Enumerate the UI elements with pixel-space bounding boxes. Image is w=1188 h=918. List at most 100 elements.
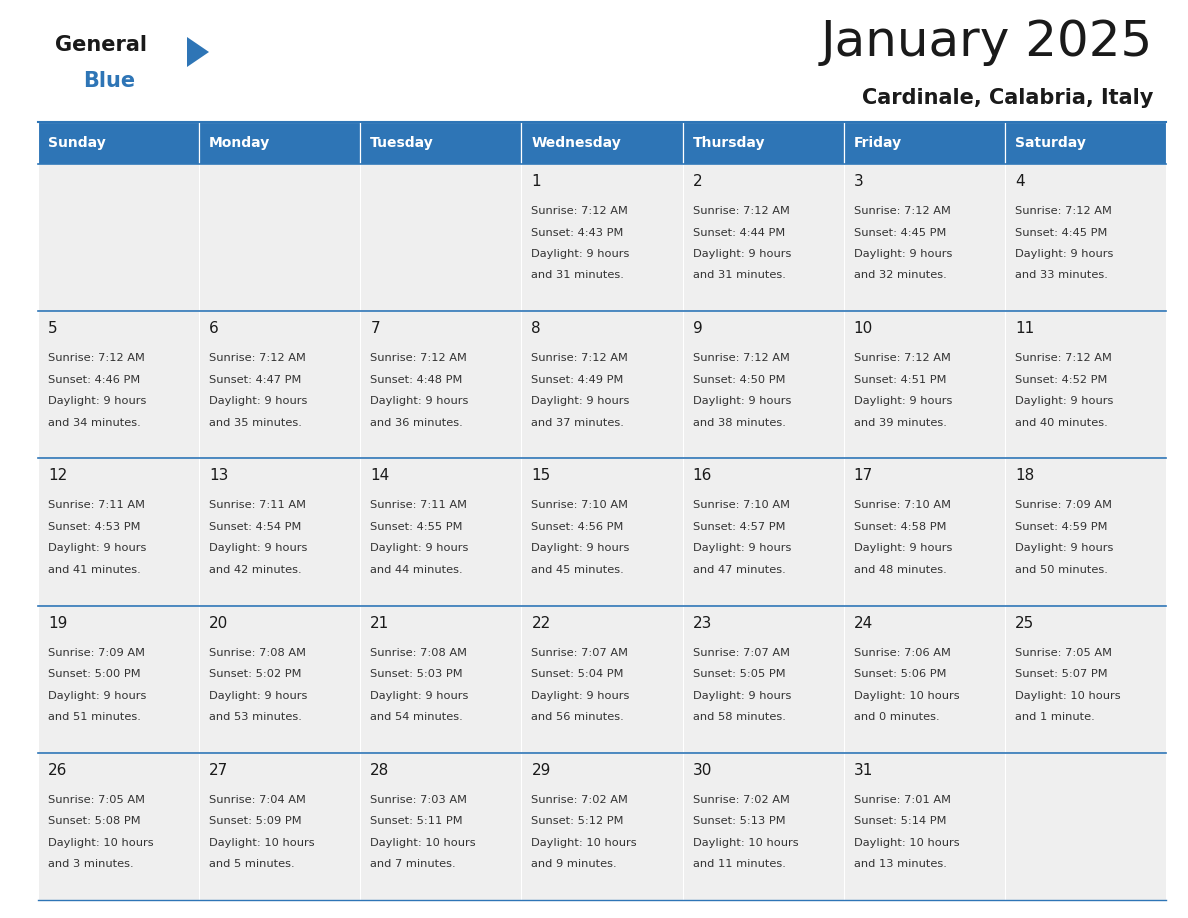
Text: Sunset: 4:56 PM: Sunset: 4:56 PM xyxy=(531,522,624,532)
Bar xyxy=(200,122,360,164)
Text: and 3 minutes.: and 3 minutes. xyxy=(48,859,133,869)
Text: and 13 minutes.: and 13 minutes. xyxy=(854,859,947,869)
Text: 23: 23 xyxy=(693,616,712,631)
Text: 4: 4 xyxy=(1015,174,1024,189)
Text: Sunset: 4:45 PM: Sunset: 4:45 PM xyxy=(1015,228,1107,238)
Bar xyxy=(843,122,1005,164)
Text: Daylight: 9 hours: Daylight: 9 hours xyxy=(854,249,952,259)
Bar xyxy=(360,311,522,458)
Text: Sunrise: 7:09 AM: Sunrise: 7:09 AM xyxy=(48,647,145,657)
Text: Sunrise: 7:08 AM: Sunrise: 7:08 AM xyxy=(209,647,307,657)
Bar xyxy=(522,311,683,458)
Text: January 2025: January 2025 xyxy=(821,18,1154,66)
Text: Sunrise: 7:12 AM: Sunrise: 7:12 AM xyxy=(531,206,628,216)
Text: 14: 14 xyxy=(371,468,390,484)
Bar xyxy=(843,311,1005,458)
Text: Daylight: 9 hours: Daylight: 9 hours xyxy=(854,543,952,554)
Polygon shape xyxy=(187,37,209,67)
Text: Sunrise: 7:05 AM: Sunrise: 7:05 AM xyxy=(48,795,145,805)
Text: Friday: Friday xyxy=(854,136,902,150)
Text: Daylight: 10 hours: Daylight: 10 hours xyxy=(209,838,315,848)
Bar xyxy=(1005,606,1165,753)
Text: and 41 minutes.: and 41 minutes. xyxy=(48,565,140,575)
Text: Sunset: 5:00 PM: Sunset: 5:00 PM xyxy=(48,669,140,679)
Text: Daylight: 9 hours: Daylight: 9 hours xyxy=(209,543,308,554)
Text: Daylight: 9 hours: Daylight: 9 hours xyxy=(48,543,146,554)
Text: Daylight: 10 hours: Daylight: 10 hours xyxy=(854,838,960,848)
Text: Sunset: 4:43 PM: Sunset: 4:43 PM xyxy=(531,228,624,238)
Bar xyxy=(200,458,360,606)
Text: and 39 minutes.: and 39 minutes. xyxy=(854,418,947,428)
Text: 31: 31 xyxy=(854,763,873,778)
Text: Daylight: 10 hours: Daylight: 10 hours xyxy=(1015,690,1120,700)
Bar xyxy=(683,753,843,900)
Text: Sunrise: 7:11 AM: Sunrise: 7:11 AM xyxy=(371,500,467,510)
Bar xyxy=(360,458,522,606)
Text: Thursday: Thursday xyxy=(693,136,765,150)
Text: Sunset: 4:45 PM: Sunset: 4:45 PM xyxy=(854,228,946,238)
Bar xyxy=(843,458,1005,606)
Text: and 54 minutes.: and 54 minutes. xyxy=(371,712,463,722)
Text: Sunset: 4:58 PM: Sunset: 4:58 PM xyxy=(854,522,946,532)
Text: and 1 minute.: and 1 minute. xyxy=(1015,712,1094,722)
Bar xyxy=(683,164,843,311)
Bar xyxy=(38,606,200,753)
Bar xyxy=(683,122,843,164)
Text: 25: 25 xyxy=(1015,616,1034,631)
Text: 18: 18 xyxy=(1015,468,1034,484)
Text: Sunrise: 7:10 AM: Sunrise: 7:10 AM xyxy=(854,500,950,510)
Bar xyxy=(522,122,683,164)
Text: Sunday: Sunday xyxy=(48,136,106,150)
Text: 21: 21 xyxy=(371,616,390,631)
Text: Sunset: 4:59 PM: Sunset: 4:59 PM xyxy=(1015,522,1107,532)
Bar xyxy=(360,164,522,311)
Text: 13: 13 xyxy=(209,468,228,484)
Text: 15: 15 xyxy=(531,468,551,484)
Text: Daylight: 10 hours: Daylight: 10 hours xyxy=(371,838,476,848)
Text: Sunrise: 7:01 AM: Sunrise: 7:01 AM xyxy=(854,795,950,805)
Text: 29: 29 xyxy=(531,763,551,778)
Text: Daylight: 9 hours: Daylight: 9 hours xyxy=(531,397,630,406)
Text: Daylight: 10 hours: Daylight: 10 hours xyxy=(48,838,153,848)
Text: and 45 minutes.: and 45 minutes. xyxy=(531,565,624,575)
Bar xyxy=(843,606,1005,753)
Text: Sunrise: 7:12 AM: Sunrise: 7:12 AM xyxy=(854,206,950,216)
Bar xyxy=(200,311,360,458)
Text: and 0 minutes.: and 0 minutes. xyxy=(854,712,940,722)
Text: and 40 minutes.: and 40 minutes. xyxy=(1015,418,1107,428)
Bar xyxy=(38,311,200,458)
Text: Daylight: 9 hours: Daylight: 9 hours xyxy=(209,690,308,700)
Text: Sunset: 4:53 PM: Sunset: 4:53 PM xyxy=(48,522,140,532)
Text: and 36 minutes.: and 36 minutes. xyxy=(371,418,463,428)
Bar xyxy=(38,753,200,900)
Text: Daylight: 10 hours: Daylight: 10 hours xyxy=(531,838,637,848)
Bar xyxy=(843,164,1005,311)
Bar xyxy=(38,164,200,311)
Text: Sunset: 4:47 PM: Sunset: 4:47 PM xyxy=(209,375,302,385)
Text: 3: 3 xyxy=(854,174,864,189)
Text: and 33 minutes.: and 33 minutes. xyxy=(1015,271,1107,281)
Text: Sunrise: 7:10 AM: Sunrise: 7:10 AM xyxy=(531,500,628,510)
Text: Daylight: 9 hours: Daylight: 9 hours xyxy=(1015,543,1113,554)
Text: Sunrise: 7:09 AM: Sunrise: 7:09 AM xyxy=(1015,500,1112,510)
Text: Daylight: 9 hours: Daylight: 9 hours xyxy=(1015,397,1113,406)
Text: Sunrise: 7:06 AM: Sunrise: 7:06 AM xyxy=(854,647,950,657)
Text: Sunset: 5:13 PM: Sunset: 5:13 PM xyxy=(693,816,785,826)
Text: Daylight: 9 hours: Daylight: 9 hours xyxy=(371,690,468,700)
Text: Sunrise: 7:02 AM: Sunrise: 7:02 AM xyxy=(531,795,628,805)
Text: Sunset: 4:50 PM: Sunset: 4:50 PM xyxy=(693,375,785,385)
Text: Daylight: 9 hours: Daylight: 9 hours xyxy=(693,543,791,554)
Text: Sunrise: 7:12 AM: Sunrise: 7:12 AM xyxy=(693,206,790,216)
Text: 28: 28 xyxy=(371,763,390,778)
Bar xyxy=(843,753,1005,900)
Bar xyxy=(200,164,360,311)
Text: and 42 minutes.: and 42 minutes. xyxy=(209,565,302,575)
Text: and 47 minutes.: and 47 minutes. xyxy=(693,565,785,575)
Text: 7: 7 xyxy=(371,321,380,336)
Text: Daylight: 9 hours: Daylight: 9 hours xyxy=(1015,249,1113,259)
Text: Sunset: 4:44 PM: Sunset: 4:44 PM xyxy=(693,228,785,238)
Text: and 31 minutes.: and 31 minutes. xyxy=(693,271,785,281)
Text: Daylight: 10 hours: Daylight: 10 hours xyxy=(854,690,960,700)
Text: and 31 minutes.: and 31 minutes. xyxy=(531,271,625,281)
Bar xyxy=(360,606,522,753)
